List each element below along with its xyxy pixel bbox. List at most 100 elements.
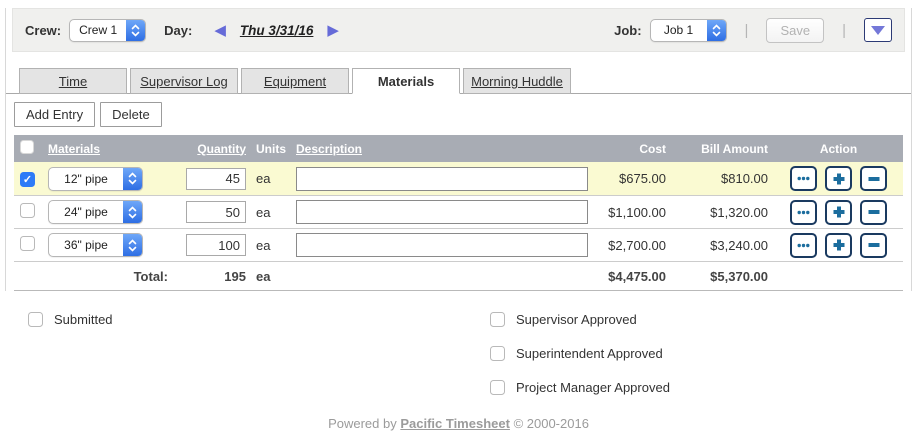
ellipsis-icon bbox=[797, 243, 810, 247]
select-all-checkbox[interactable] bbox=[20, 140, 34, 154]
divider: | bbox=[744, 21, 749, 39]
tab-bar: Time Supervisor Log Equipment Materials … bbox=[6, 68, 911, 94]
quantity-input[interactable] bbox=[186, 167, 246, 190]
row-checkbox[interactable] bbox=[20, 236, 35, 251]
job-select[interactable]: Job 1 bbox=[649, 18, 727, 42]
powered-by-text: Powered by bbox=[328, 416, 397, 431]
remove-row-button[interactable] bbox=[860, 232, 887, 258]
materials-table: Materials Quantity Units Description Cos… bbox=[14, 135, 903, 291]
cost-value: $1,100.00 bbox=[608, 204, 666, 220]
pacific-timesheet-link[interactable]: Pacific Timesheet bbox=[400, 416, 510, 431]
select-stepper-icon bbox=[123, 167, 142, 190]
description-input[interactable] bbox=[296, 200, 588, 224]
menu-dropdown-button[interactable] bbox=[864, 18, 892, 42]
column-header-cost: Cost bbox=[639, 141, 666, 156]
total-label: Total: bbox=[133, 268, 168, 284]
description-input[interactable] bbox=[296, 166, 588, 191]
minus-icon bbox=[868, 210, 879, 214]
total-bill-amount: $5,370.00 bbox=[710, 268, 768, 284]
cost-value: $2,700.00 bbox=[608, 237, 666, 253]
supervisor-approved-checkbox[interactable] bbox=[490, 312, 505, 327]
toolbar: Add Entry Delete bbox=[14, 102, 903, 127]
bill-amount-value: $3,240.00 bbox=[710, 237, 768, 253]
dropdown-arrow-icon bbox=[871, 25, 885, 35]
column-header-units: Units bbox=[256, 141, 286, 156]
description-input[interactable] bbox=[296, 233, 588, 257]
total-cost: $4,475.00 bbox=[608, 268, 666, 284]
tab-time[interactable]: Time bbox=[19, 68, 127, 94]
main-frame: Crew: Crew 1 Day: ◀ Thu 3/31/16 ▶ Job: J… bbox=[5, 8, 912, 291]
superintendent-approved-checkbox[interactable] bbox=[490, 346, 505, 361]
prev-day-arrow-icon[interactable]: ◀ bbox=[214, 22, 226, 39]
bill-amount-value: $810.00 bbox=[721, 171, 768, 186]
job-label: Job: bbox=[614, 22, 642, 38]
submitted-checkbox[interactable] bbox=[28, 312, 43, 327]
save-button[interactable]: Save bbox=[766, 17, 825, 43]
units-value: ea bbox=[256, 237, 271, 253]
column-header-materials[interactable]: Materials bbox=[48, 141, 101, 156]
footer: Powered by Pacific Timesheet © 2000-2016 bbox=[0, 416, 917, 431]
select-stepper-icon bbox=[123, 234, 142, 256]
material-select[interactable]: 12" pipe bbox=[48, 166, 143, 191]
minus-icon bbox=[868, 176, 879, 181]
next-day-arrow-icon[interactable]: ▶ bbox=[327, 22, 339, 39]
more-actions-button[interactable] bbox=[790, 232, 817, 258]
units-value: ea bbox=[256, 204, 271, 220]
tab-equipment[interactable]: Equipment bbox=[241, 68, 349, 94]
quantity-input[interactable] bbox=[186, 234, 246, 256]
day-date-link[interactable]: Thu 3/31/16 bbox=[239, 22, 314, 38]
crew-select[interactable]: Crew 1 bbox=[69, 18, 147, 42]
approvals-section: Submitted Supervisor Approved Superinten… bbox=[0, 312, 917, 395]
material-select[interactable]: 24" pipe bbox=[48, 200, 143, 224]
quantity-input[interactable] bbox=[186, 201, 246, 223]
select-stepper-icon bbox=[126, 19, 146, 41]
table-row: 24" pipe ea $1,100.00 $1,320.00 bbox=[14, 195, 903, 228]
add-row-button[interactable] bbox=[825, 166, 852, 191]
remove-row-button[interactable] bbox=[860, 199, 887, 225]
column-header-bill-amount: Bill Amount bbox=[701, 141, 768, 156]
project-manager-approved-label: Project Manager Approved bbox=[516, 380, 670, 395]
supervisor-approved-label: Supervisor Approved bbox=[516, 312, 637, 327]
select-stepper-icon bbox=[123, 201, 142, 223]
job-select-value: Job 1 bbox=[663, 23, 694, 37]
units-value: ea bbox=[256, 171, 271, 186]
minus-icon bbox=[868, 243, 879, 247]
top-bar: Crew: Crew 1 Day: ◀ Thu 3/31/16 ▶ Job: J… bbox=[12, 8, 905, 52]
select-stepper-icon bbox=[706, 19, 726, 41]
table-total-row: Total: 195 ea $4,475.00 $5,370.00 bbox=[14, 261, 903, 290]
column-header-quantity[interactable]: Quantity bbox=[197, 141, 246, 156]
add-row-button[interactable] bbox=[825, 199, 852, 225]
remove-row-button[interactable] bbox=[860, 166, 887, 191]
more-actions-button[interactable] bbox=[790, 166, 817, 191]
table-header-row: Materials Quantity Units Description Cos… bbox=[14, 135, 903, 162]
materials-panel: Add Entry Delete Materials Quantity Unit… bbox=[6, 93, 911, 291]
crew-label: Crew: bbox=[25, 22, 62, 38]
tab-materials[interactable]: Materials bbox=[352, 68, 460, 94]
row-checkbox[interactable] bbox=[20, 203, 35, 218]
project-manager-approved-checkbox[interactable] bbox=[490, 380, 505, 395]
day-label: Day: bbox=[164, 22, 193, 38]
submitted-label: Submitted bbox=[54, 312, 113, 327]
copyright-text: © 2000-2016 bbox=[513, 416, 589, 431]
cost-value: $675.00 bbox=[619, 171, 666, 186]
column-header-action: Action bbox=[819, 141, 858, 156]
add-entry-button[interactable]: Add Entry bbox=[14, 102, 96, 127]
column-header-description[interactable]: Description bbox=[296, 141, 363, 156]
bill-amount-value: $1,320.00 bbox=[710, 204, 768, 220]
tab-supervisor-log[interactable]: Supervisor Log bbox=[130, 68, 238, 94]
total-units: ea bbox=[256, 268, 271, 284]
more-actions-button[interactable] bbox=[790, 199, 817, 225]
material-select[interactable]: 36" pipe bbox=[48, 233, 143, 257]
plus-icon bbox=[833, 206, 844, 218]
plus-icon bbox=[833, 239, 844, 251]
total-quantity: 195 bbox=[224, 268, 246, 284]
add-row-button[interactable] bbox=[825, 232, 852, 258]
ellipsis-icon bbox=[797, 210, 810, 214]
delete-button[interactable]: Delete bbox=[100, 102, 162, 127]
superintendent-approved-label: Superintendent Approved bbox=[516, 346, 663, 361]
tab-morning-huddle[interactable]: Morning Huddle bbox=[463, 68, 571, 94]
row-checkbox[interactable] bbox=[20, 171, 35, 187]
ellipsis-icon bbox=[797, 176, 810, 181]
crew-select-value: Crew 1 bbox=[79, 23, 118, 37]
table-row: 36" pipe ea $2,700.00 $3,240.00 bbox=[14, 228, 903, 261]
